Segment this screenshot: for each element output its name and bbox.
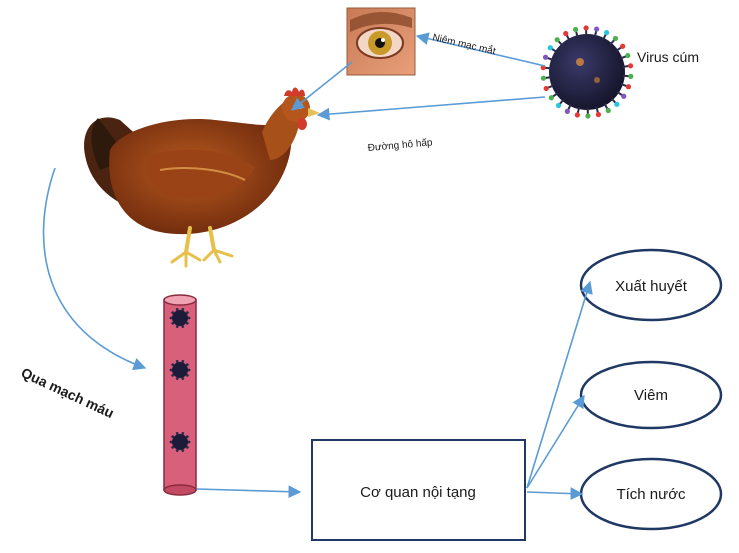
arrow-virus-to-respiratory bbox=[316, 96, 546, 121]
arrow-virus-to-eye bbox=[415, 32, 546, 67]
arrow-hen-to-vessel bbox=[42, 167, 147, 371]
respiratory-label: Đường hô hấp bbox=[367, 136, 433, 154]
blood-vessel-label: Qua mạch máu bbox=[19, 364, 117, 421]
hemorrhage-label: Xuất huyết bbox=[615, 278, 688, 295]
inflammation-label: Viêm bbox=[634, 387, 668, 404]
organs-box bbox=[311, 439, 526, 541]
virus-particle-icon bbox=[540, 25, 634, 119]
virus-label: Virus cúm bbox=[637, 49, 699, 65]
hen-illustration-icon bbox=[84, 87, 320, 268]
blood-vessel-icon bbox=[163, 294, 197, 496]
arrow-organs-to-hemorrhage bbox=[526, 280, 593, 489]
arrow-organs-to-inflammation bbox=[526, 394, 585, 489]
eye-mucosa-label: Niêm mạc mắt bbox=[431, 30, 497, 57]
arrow-vessel-to-organs bbox=[196, 485, 302, 499]
chicken-eye-closeup-icon bbox=[346, 7, 416, 76]
edema-label: Tích nước bbox=[616, 486, 686, 503]
organs-label: Cơ quan nội tạng bbox=[360, 484, 476, 501]
arrow-organs-to-edema bbox=[526, 487, 584, 500]
arrow-eye-to-hen bbox=[291, 61, 353, 111]
